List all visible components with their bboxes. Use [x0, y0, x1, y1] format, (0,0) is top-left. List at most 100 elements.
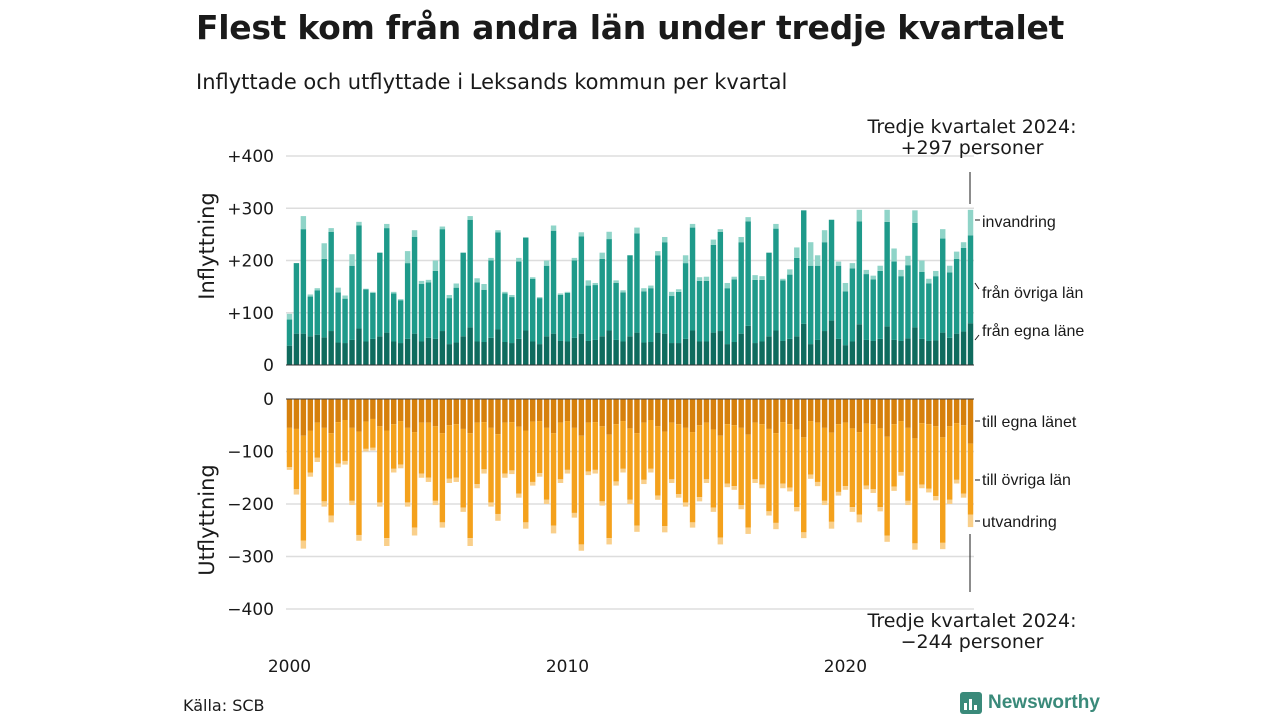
- bar-immigration: [488, 257, 494, 261]
- bar-immigration: [418, 280, 425, 285]
- bar-emigration: [370, 447, 376, 451]
- bar-in-other-counties: [773, 228, 779, 331]
- bar-in-own-county: [571, 337, 578, 365]
- bar-immigration: [564, 291, 571, 293]
- bar-out-own-county: [321, 399, 327, 428]
- bar-out-own-county: [411, 399, 418, 433]
- bar-immigration: [856, 209, 863, 222]
- bar-out-own-county: [439, 399, 446, 434]
- bar-out-own-county: [967, 399, 974, 444]
- bar-emigration: [953, 479, 960, 484]
- bar-immigration: [585, 280, 592, 286]
- bar-out-other-counties: [293, 428, 300, 490]
- bar-immigration: [286, 313, 293, 320]
- bar-out-other-counties: [495, 434, 501, 514]
- bar-emigration: [536, 473, 543, 477]
- bar-out-own-county: [557, 399, 564, 423]
- bar-in-other-counties: [682, 263, 689, 339]
- bar-in-other-counties: [759, 279, 765, 342]
- bar-emigration: [682, 502, 689, 507]
- bar-in-own-county: [620, 341, 626, 365]
- bar-emigration: [509, 470, 515, 475]
- bar-in-own-county: [689, 330, 696, 365]
- bar-emigration: [648, 468, 654, 473]
- bar-emigration: [752, 479, 758, 483]
- bar-in-other-counties: [474, 282, 480, 342]
- bar-emigration: [349, 500, 355, 506]
- bar-in-own-county: [835, 338, 842, 365]
- bar-out-other-counties: [662, 431, 668, 527]
- bar-immigration: [940, 229, 946, 239]
- bar-immigration: [307, 294, 314, 297]
- bar-out-own-county: [898, 399, 904, 422]
- bar-emigration: [377, 502, 383, 507]
- legend-utflyttning: till egna länet till övriga län utvandri…: [975, 414, 1077, 531]
- bar-out-other-counties: [794, 429, 800, 508]
- bar-out-own-county: [391, 399, 397, 425]
- bar-emigration: [529, 481, 536, 486]
- bar-in-own-county: [300, 333, 307, 365]
- bar-emigration: [627, 499, 633, 504]
- bar-in-own-county: [946, 337, 953, 365]
- bar-emigration: [912, 543, 918, 550]
- bar-in-own-county: [780, 340, 786, 365]
- bar-out-own-county: [363, 399, 369, 422]
- bar-emigration: [328, 515, 334, 523]
- bar-out-other-counties: [467, 433, 473, 539]
- bar-out-other-counties: [286, 427, 293, 468]
- bar-immigration: [738, 236, 744, 243]
- y-tick-label-in: 0: [263, 356, 274, 376]
- bar-out-other-counties: [884, 436, 890, 536]
- bar-emigration: [940, 542, 946, 550]
- y-tick-label-out: −100: [227, 443, 274, 463]
- bar-out-other-counties: [898, 421, 904, 472]
- bar-out-own-county: [814, 399, 821, 423]
- bar-immigration: [752, 275, 758, 280]
- bar-in-other-counties: [425, 282, 432, 338]
- bar-out-other-counties: [335, 422, 341, 464]
- bar-emigration: [453, 477, 459, 482]
- bar-immigration: [898, 269, 904, 277]
- bar-in-own-county: [523, 330, 529, 365]
- bar-in-own-county: [314, 334, 320, 365]
- legend-label-till-ovriga-lan: till övriga län: [982, 472, 1071, 489]
- bar-immigration: [745, 217, 751, 222]
- bar-in-own-county: [356, 328, 362, 365]
- bar-immigration: [502, 291, 508, 294]
- bar-in-own-county: [912, 327, 918, 365]
- bar-immigration: [759, 276, 765, 280]
- bar-out-other-counties: [425, 422, 432, 478]
- bar-emigration: [960, 493, 967, 498]
- bar-in-own-county: [460, 336, 466, 365]
- bar-immigration: [509, 294, 515, 298]
- bar-out-own-county: [425, 399, 432, 423]
- bar-in-other-counties: [599, 258, 605, 337]
- bar-out-other-counties: [710, 429, 717, 508]
- bar-emigration: [543, 499, 550, 504]
- bar-emigration: [557, 479, 564, 483]
- bar-out-own-county: [314, 399, 320, 423]
- bar-out-own-county: [432, 399, 439, 427]
- bar-emigration: [397, 464, 404, 469]
- bar-emigration: [363, 448, 369, 452]
- bar-emigration: [592, 469, 598, 474]
- bar-out-other-counties: [926, 424, 932, 489]
- bar-emigration: [384, 538, 390, 546]
- bar-immigration: [891, 248, 897, 262]
- bar-out-own-county: [529, 399, 536, 422]
- bar-out-other-counties: [634, 433, 640, 526]
- bar-out-own-county: [404, 399, 411, 428]
- bar-out-other-counties: [620, 421, 626, 469]
- bar-out-own-county: [780, 399, 786, 423]
- bar-emigration: [314, 457, 320, 462]
- bar-out-own-county: [682, 399, 689, 428]
- x-tick-label: 2020: [824, 657, 867, 677]
- bar-immigration: [571, 257, 578, 261]
- bar-in-own-county: [363, 341, 369, 365]
- bar-emigration: [835, 491, 842, 496]
- bar-immigration: [703, 276, 710, 281]
- bar-out-other-counties: [891, 424, 897, 487]
- bar-in-other-counties: [703, 280, 710, 342]
- bar-emigration: [634, 525, 640, 532]
- bar-out-own-county: [620, 399, 626, 422]
